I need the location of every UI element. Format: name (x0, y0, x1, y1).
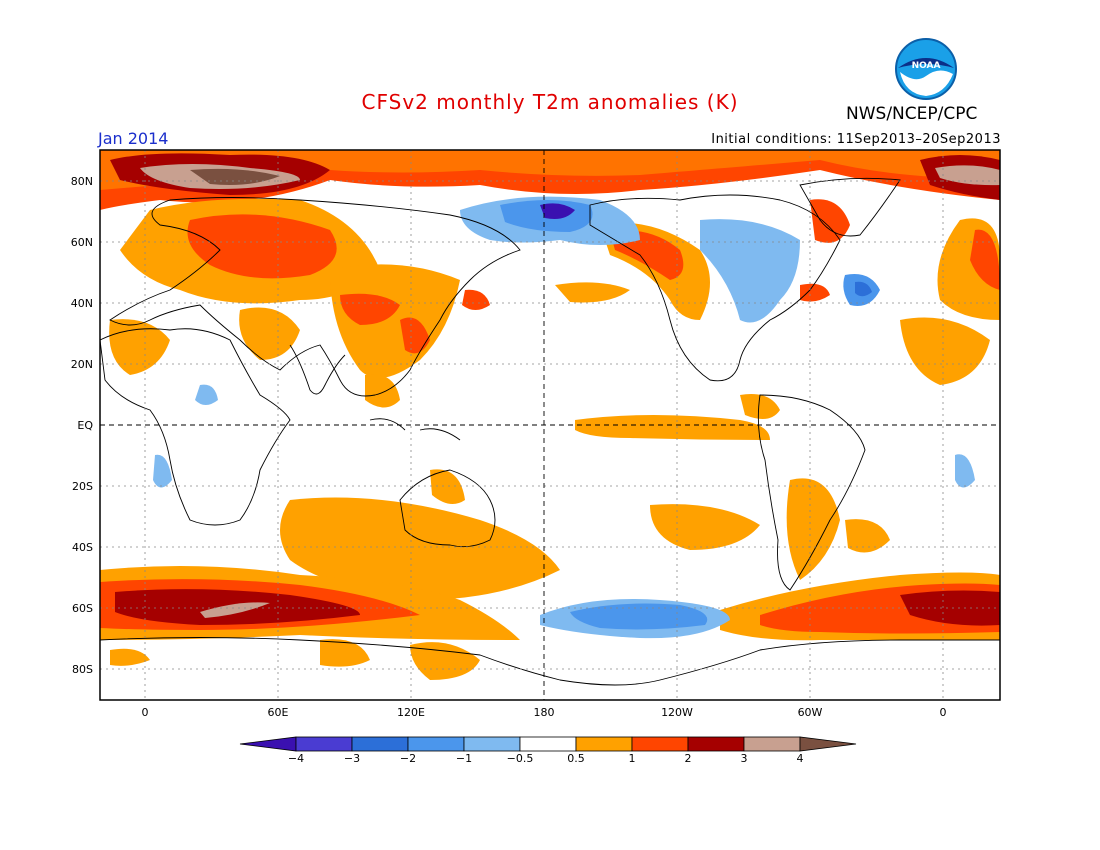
colorbar-swatch (463, 736, 521, 752)
map-frame (99, 149, 1001, 701)
lon-label: 180 (534, 706, 555, 719)
lat-label: 20N (71, 358, 93, 371)
noaa-logo: NOAA (895, 38, 957, 100)
colorbar-swatch (743, 736, 801, 752)
agency-label: NWS/NCEP/CPC (846, 104, 978, 124)
colorbar-label: −3 (344, 752, 360, 765)
colorbar-label: −1 (456, 752, 472, 765)
lat-label: EQ (77, 419, 93, 432)
map-title: CFSv2 monthly T2m anomalies (K) (361, 90, 739, 114)
colorbar-swatch (687, 736, 745, 752)
lon-label: 120W (661, 706, 693, 719)
lat-label: 40N (71, 297, 93, 310)
colorbar-swatch (295, 736, 353, 752)
colorbar-swatch (631, 736, 689, 752)
colorbar-swatches (239, 736, 857, 752)
colorbar-labels: −4 −3 −2 −1 −0.5 0.5 1 2 3 4 (288, 752, 804, 765)
lat-label: 40S (72, 541, 93, 554)
colorbar-label: −2 (400, 752, 416, 765)
lon-label: 0 (940, 706, 947, 719)
period-label: Jan 2014 (98, 129, 169, 148)
colorbar-swatch (239, 736, 297, 752)
lon-label: 60E (268, 706, 289, 719)
initial-conditions-label: Initial conditions: 11Sep2013–20Sep2013 (711, 132, 1001, 147)
colorbar-label: 0.5 (567, 752, 585, 765)
colorbar-swatch (519, 736, 577, 752)
colorbar-swatch (799, 736, 857, 752)
lat-label: 20S (72, 480, 93, 493)
logo-text: NOAA (912, 61, 941, 71)
lat-label: 80S (72, 663, 93, 676)
colorbar-label: 3 (741, 752, 748, 765)
latitude-labels: 80N 60N 40N 20N EQ 20S 40S 60S 80S (71, 175, 94, 676)
colorbar-label: 2 (685, 752, 692, 765)
graticule (100, 150, 1000, 700)
colorbar-label: −0.5 (507, 752, 534, 765)
equator-dateline (100, 150, 1000, 700)
colorbar-label: 4 (797, 752, 804, 765)
colorbar-label: −4 (288, 752, 304, 765)
lon-label: 120E (397, 706, 425, 719)
lat-label: 60N (71, 236, 93, 249)
colorbar-swatch (351, 736, 409, 752)
lon-label: 0 (142, 706, 149, 719)
colorbar-swatch (407, 736, 465, 752)
colorbar-label: 1 (629, 752, 636, 765)
colorbar-swatch (575, 736, 633, 752)
lon-label: 60W (798, 706, 823, 719)
lat-label: 80N (71, 175, 93, 188)
lat-label: 60S (72, 602, 93, 615)
longitude-labels: 0 60E 120E 180 120W 60W 0 (142, 706, 947, 719)
coastlines (100, 177, 1000, 686)
